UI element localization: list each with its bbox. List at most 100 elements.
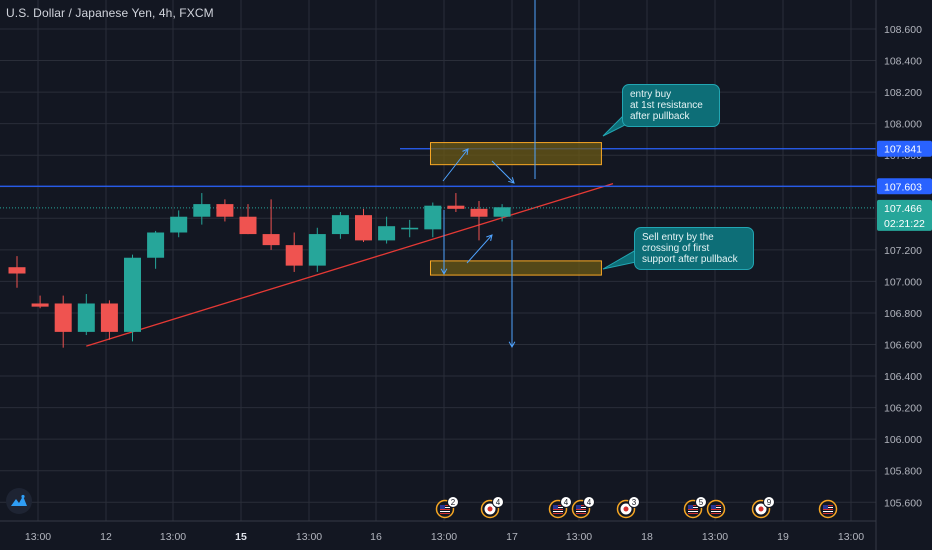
y-tick-label: 108.200 bbox=[884, 87, 922, 99]
us-flag-stripe bbox=[440, 513, 450, 514]
support-zone bbox=[429, 260, 602, 276]
candle-body bbox=[54, 303, 72, 332]
event-badge-count: 5 bbox=[699, 498, 704, 507]
us-flag-canton bbox=[576, 505, 581, 509]
x-tick-label: 13:00 bbox=[25, 531, 51, 543]
us-flag-stripe bbox=[688, 511, 698, 512]
price-label-box bbox=[877, 178, 932, 195]
candle-body bbox=[355, 215, 372, 241]
zones-layer bbox=[429, 142, 602, 276]
us-flag-canton bbox=[440, 505, 445, 509]
buy-note-line: after pullback bbox=[630, 111, 690, 122]
y-tick-label: 108.000 bbox=[884, 119, 922, 131]
x-tick-label: 13:00 bbox=[431, 531, 457, 543]
sell-note: Sell entry by the crossing of first supp… bbox=[634, 227, 754, 270]
arrow-up-from-support bbox=[466, 234, 493, 264]
candle-body bbox=[31, 303, 49, 307]
x-tick-label: 19 bbox=[777, 531, 789, 543]
us-flag-canton bbox=[688, 505, 693, 509]
event-badge bbox=[695, 496, 707, 508]
arrow-down-from-resistance bbox=[491, 160, 515, 184]
candle-body bbox=[447, 205, 465, 209]
symbol-title: U.S. Dollar / Japanese Yen, 4h, FXCM bbox=[6, 6, 214, 20]
us-flag-stripe bbox=[440, 511, 450, 512]
us-flag-stripe bbox=[711, 513, 721, 514]
price-label: 107.841 bbox=[884, 144, 922, 156]
current-price-label: 107.466 bbox=[884, 203, 922, 215]
event-badge bbox=[560, 496, 572, 508]
event-badge bbox=[583, 496, 595, 508]
candle-body bbox=[285, 245, 303, 266]
arrow-up-from-support-head bbox=[486, 234, 493, 241]
buy-note-line: at 1st resistance bbox=[630, 100, 703, 111]
sell-note-line: crossing of first bbox=[642, 243, 710, 254]
y-tick-label: 106.200 bbox=[884, 403, 922, 415]
candle-body bbox=[239, 216, 257, 235]
candle-body bbox=[8, 267, 26, 274]
us-flag-stripe bbox=[823, 509, 833, 510]
events-layer: 2 4 4 4 3 5 9 bbox=[435, 496, 838, 519]
candle-body bbox=[100, 303, 118, 332]
us-flag-stripe bbox=[440, 509, 450, 510]
us-flag-stripe bbox=[576, 513, 586, 514]
us-flag-stripe bbox=[823, 513, 833, 514]
y-tick-label: 106.400 bbox=[884, 371, 922, 383]
y-tick-label: 108.400 bbox=[884, 56, 922, 68]
x-tick-label: 13:00 bbox=[160, 531, 186, 543]
us-flag-stripe bbox=[823, 511, 833, 512]
us-flag-canton bbox=[711, 505, 716, 509]
us-flag-stripe bbox=[576, 511, 586, 512]
arrows-layer bbox=[440, 0, 637, 349]
candle-body bbox=[308, 234, 326, 266]
current-price-box bbox=[877, 199, 932, 231]
resistance-zone bbox=[429, 142, 602, 166]
candle-body bbox=[77, 303, 95, 332]
candle-body bbox=[470, 208, 488, 217]
x-tick-label: 13:00 bbox=[838, 531, 864, 543]
jp-flag-sun bbox=[487, 506, 493, 512]
us-flag-stripe bbox=[711, 509, 721, 510]
y-tick-label: 105.800 bbox=[884, 466, 922, 478]
y-tick-label: 107.200 bbox=[884, 245, 922, 257]
x-tick-label: 15 bbox=[235, 531, 247, 543]
x-tick-label: 13:00 bbox=[566, 531, 592, 543]
event-badge bbox=[447, 496, 459, 508]
candles-layer bbox=[8, 193, 511, 348]
event-badge-count: 3 bbox=[632, 498, 637, 507]
price-label: 107.603 bbox=[884, 181, 922, 193]
candle-body bbox=[378, 226, 396, 241]
us-flag-canton bbox=[823, 505, 828, 509]
sell-note-line: Sell entry by the bbox=[642, 232, 714, 243]
buy-note: entry buy at 1st resistance after pullba… bbox=[622, 84, 720, 127]
event-badge bbox=[628, 496, 640, 508]
jp-flag-sun bbox=[758, 506, 764, 512]
candle-body bbox=[170, 216, 188, 233]
x-tick-label: 18 bbox=[641, 531, 653, 543]
tradingview-logo-icon[interactable] bbox=[6, 488, 32, 514]
candle-body bbox=[216, 204, 234, 217]
candle-body bbox=[147, 232, 165, 258]
candle-body bbox=[424, 205, 442, 230]
trendline bbox=[86, 182, 614, 347]
candle-body bbox=[493, 207, 511, 217]
us-flag-stripe bbox=[576, 509, 586, 510]
buy-note-line: entry buy bbox=[630, 89, 672, 100]
us-flag-stripe bbox=[688, 513, 698, 514]
event-badge-count: 9 bbox=[767, 498, 772, 507]
candle-body bbox=[331, 215, 349, 235]
countdown-label: 02:21:22 bbox=[884, 218, 925, 230]
arrow-down-to-support-head bbox=[440, 268, 448, 276]
y-tick-label: 106.000 bbox=[884, 434, 922, 446]
x-tick-label: 12 bbox=[100, 531, 112, 543]
candle-body bbox=[124, 257, 141, 332]
sell-note-line: support after pullback bbox=[642, 254, 738, 265]
us-flag-stripe bbox=[553, 509, 563, 510]
jp-flag-sun bbox=[623, 506, 629, 512]
candle-body bbox=[193, 204, 211, 217]
x-tick-label: 17 bbox=[506, 531, 518, 543]
y-tick-label: 107.000 bbox=[884, 276, 922, 288]
arrow-sell-target-head bbox=[508, 341, 516, 349]
arrow-down-from-resistance-head bbox=[508, 177, 515, 184]
